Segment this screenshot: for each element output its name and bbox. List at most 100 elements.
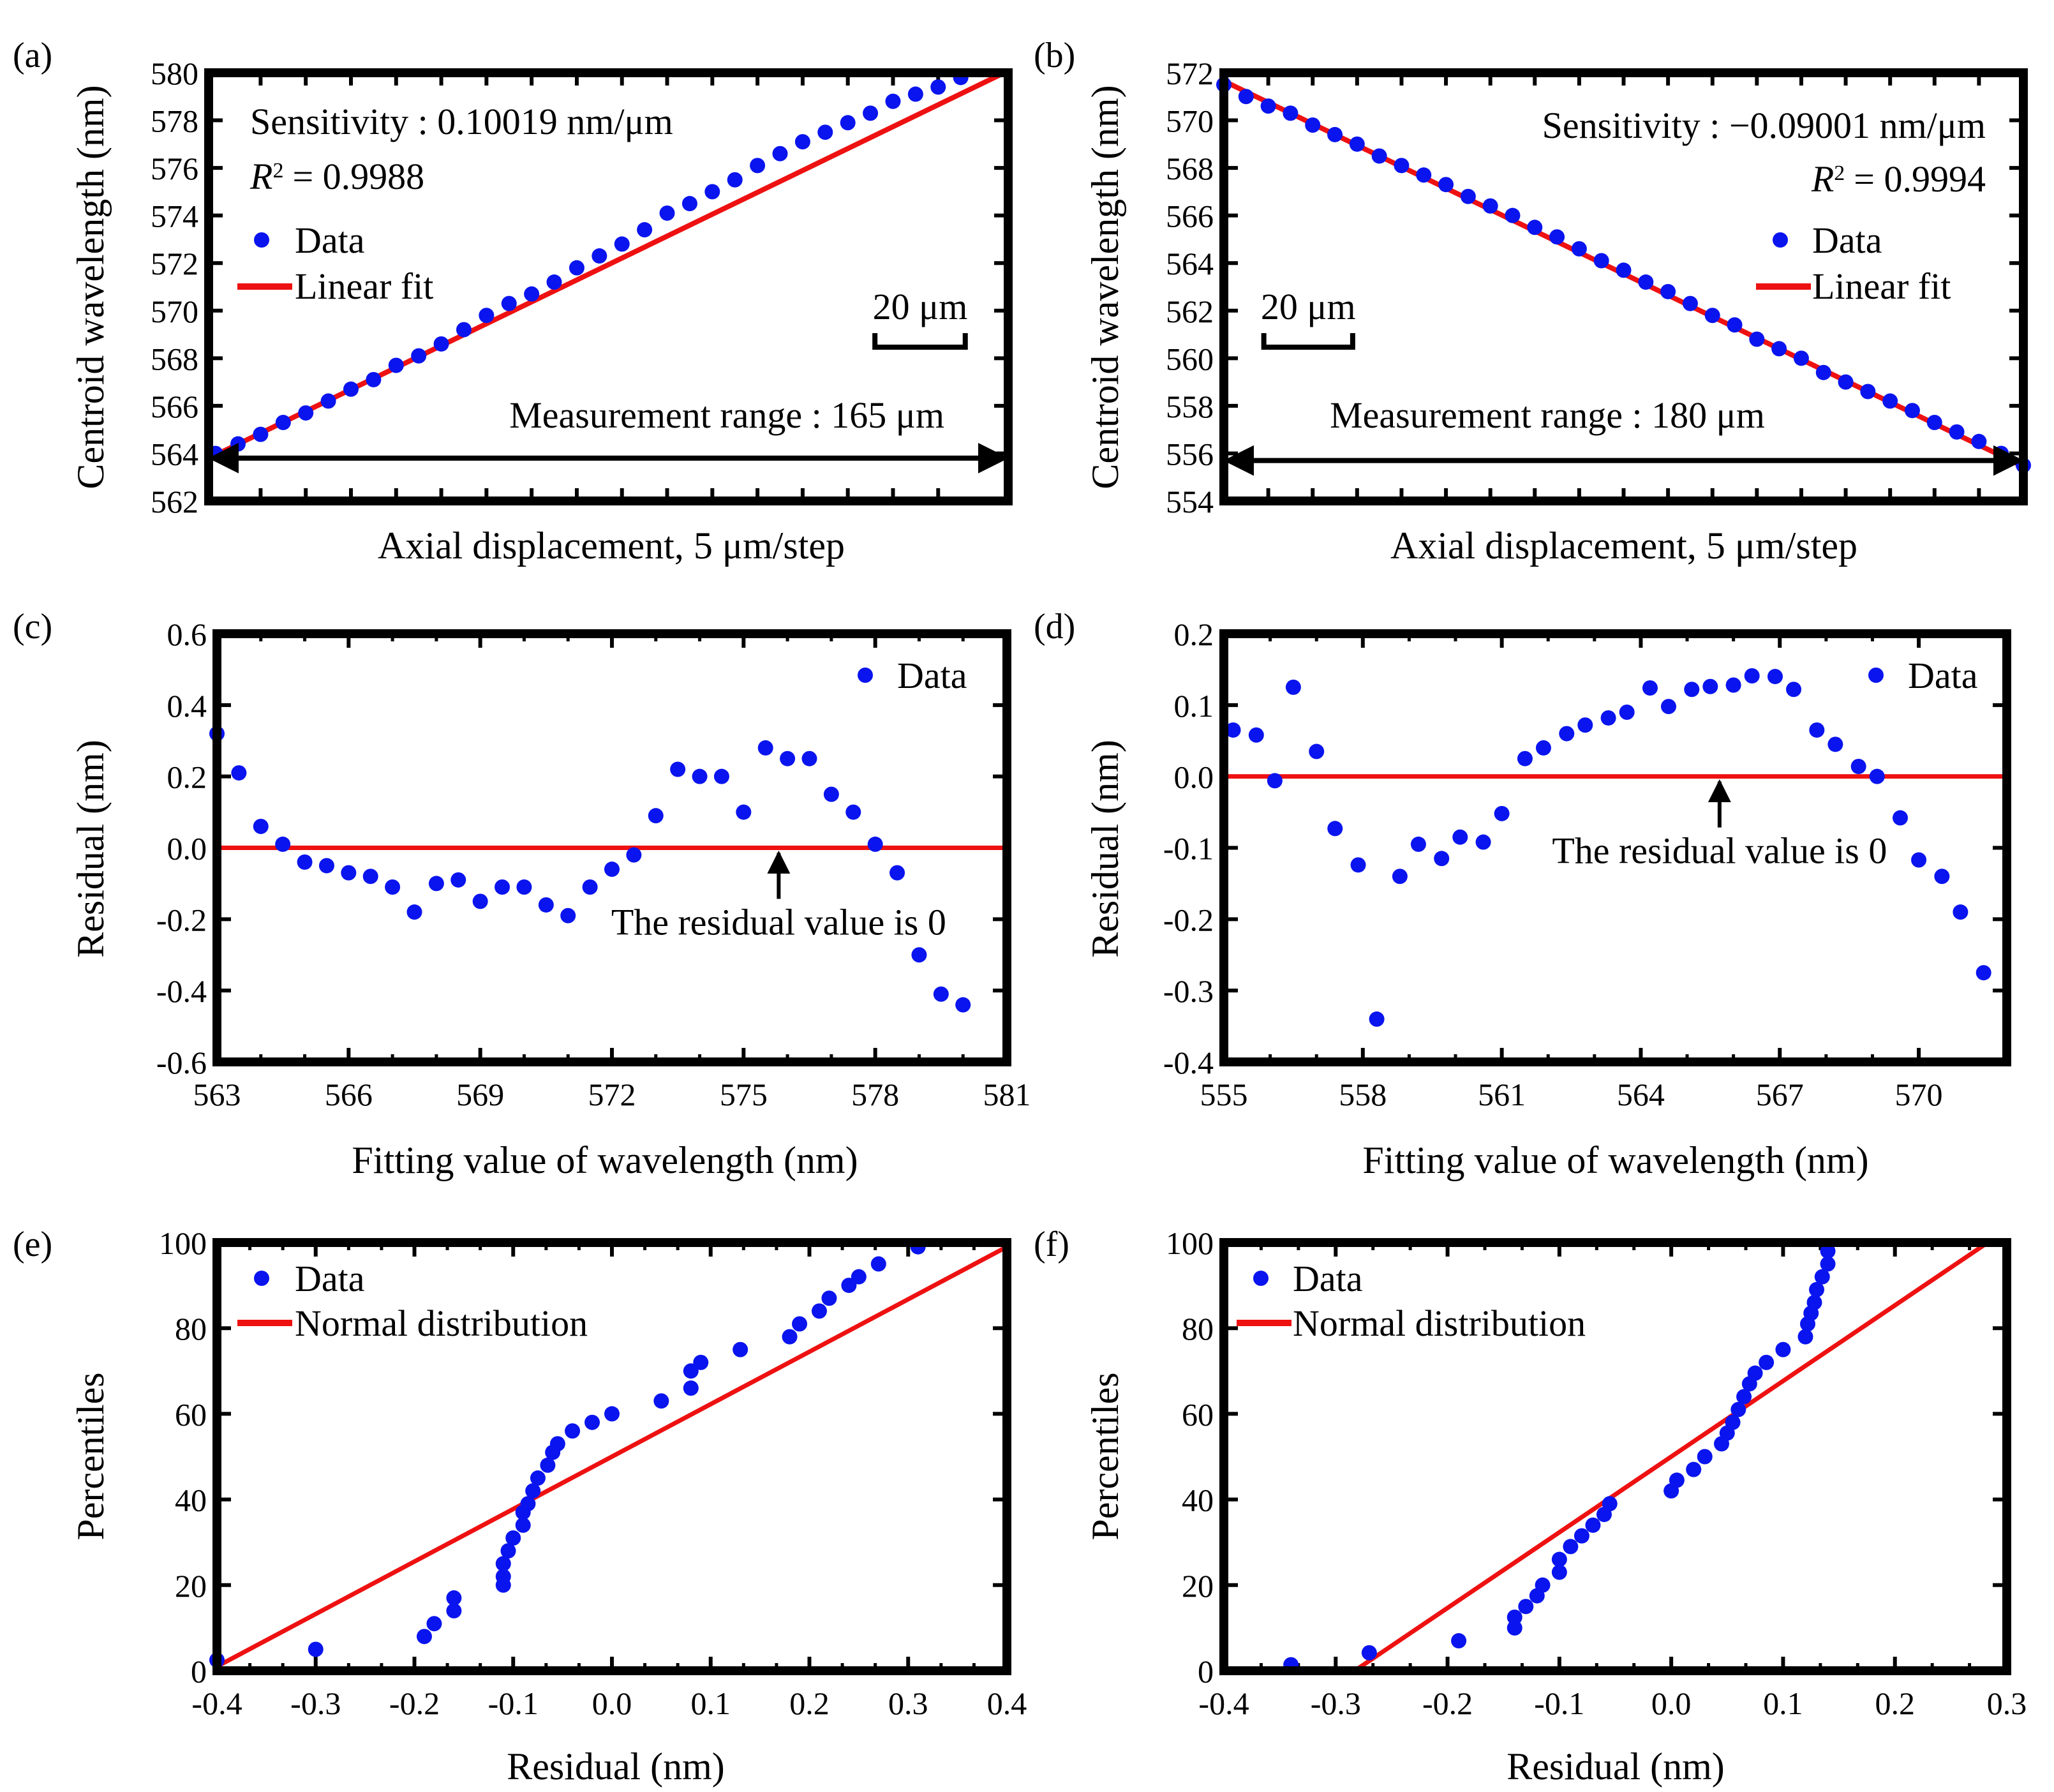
plot-frame-e	[212, 1238, 1011, 1675]
data-point	[1482, 198, 1498, 214]
x-tick-label: -0.4	[1198, 1685, 1249, 1721]
y-tick-label: 578	[151, 103, 198, 139]
data-point	[1283, 105, 1299, 121]
legend-marker-data	[254, 1271, 269, 1286]
legend-label-data: Data	[295, 220, 365, 261]
data-point	[1725, 1414, 1741, 1430]
y-tick-label: -0.6	[156, 1045, 207, 1080]
data-point	[320, 393, 336, 409]
data-point	[1349, 136, 1365, 152]
data-point	[1438, 177, 1454, 193]
data-point	[1593, 253, 1609, 269]
data-point	[343, 381, 359, 397]
scale-bar-label: 20 μm	[1261, 286, 1356, 327]
data-point	[1775, 1341, 1791, 1357]
y-tick-label: -0.1	[1163, 831, 1214, 867]
data-point	[870, 1256, 886, 1272]
data-point	[792, 1316, 808, 1332]
data-point	[406, 904, 422, 920]
x-tick-label: 572	[588, 1077, 636, 1112]
x-tick-label: 567	[1756, 1077, 1804, 1112]
data-point	[1238, 89, 1254, 105]
data-point	[1574, 1528, 1589, 1544]
x-tick-label: 0.1	[1763, 1685, 1803, 1721]
data-point	[1684, 682, 1700, 698]
data-point	[1285, 679, 1301, 695]
data-point	[388, 357, 404, 373]
x-tick-label: 0.2	[1875, 1685, 1915, 1721]
data-point	[505, 1530, 521, 1546]
axis-ticks-c: -0.6 -0.4 -0.2 0.0 0.2 0.4 0.6 563 566 569 572 575 5…	[156, 616, 1031, 1112]
data-point	[750, 158, 766, 174]
data-point	[1759, 1354, 1775, 1370]
x-tick-label: 0.4	[987, 1685, 1027, 1721]
data-point	[1577, 717, 1593, 733]
normal-distribution-line	[1353, 1241, 1990, 1673]
data-points-d	[1225, 668, 1991, 1027]
data-point	[801, 750, 817, 766]
zero-note-label: The residual value is 0	[1552, 830, 1887, 872]
data-point	[648, 808, 664, 824]
data-point	[1786, 682, 1802, 698]
data-point	[683, 1363, 699, 1379]
data-point	[1893, 810, 1909, 826]
data-point	[318, 858, 334, 874]
y-tick-label: -0.4	[156, 973, 207, 1009]
panel-e: (e) 0 20 40 60 80 100 -0.4 -0.3 -0.2 -0.1 0.0 0.1 0.…	[13, 1225, 1027, 1788]
data-point	[727, 172, 743, 188]
data-point	[1869, 768, 1885, 784]
data-point	[1267, 773, 1283, 789]
data-point	[659, 205, 675, 221]
x-axis-label-d: Fitting value of wavelength (nm)	[1362, 1139, 1868, 1181]
data-point	[1369, 1011, 1385, 1027]
y-tick-label: 566	[1166, 198, 1214, 234]
data-point	[1727, 317, 1743, 333]
y-tick-label: 564	[151, 436, 198, 472]
data-point	[366, 371, 382, 387]
legend-c: Data	[858, 655, 967, 696]
x-tick-label: 558	[1339, 1077, 1387, 1112]
legend-marker-data	[858, 668, 873, 683]
data-point	[1860, 384, 1876, 399]
data-point	[253, 426, 269, 442]
x-tick-label: 569	[456, 1077, 504, 1112]
panel-label-c: (c)	[13, 607, 52, 646]
data-point	[1809, 722, 1825, 738]
data-point	[604, 862, 620, 877]
y-tick-label: 0.6	[167, 616, 207, 652]
data-point	[930, 79, 946, 95]
legend-label-data: Data	[1812, 220, 1882, 261]
data-point	[1535, 740, 1551, 756]
y-tick-label: 0.0	[167, 831, 207, 867]
plot-frame-a	[204, 68, 1013, 505]
data-point	[479, 308, 495, 324]
plot-frame-b	[1219, 68, 2028, 505]
data-point	[569, 260, 584, 276]
data-point	[911, 947, 927, 963]
data-point	[516, 879, 532, 895]
legend-d: Data	[1868, 655, 1978, 696]
data-point	[1814, 1269, 1830, 1285]
data-point	[863, 105, 879, 121]
x-tick-label: -0.1	[488, 1685, 539, 1721]
data-point	[584, 1414, 600, 1430]
y-tick-label: 0.4	[167, 688, 207, 724]
plot-frame-c	[212, 629, 1011, 1066]
zero-note-label: The residual value is 0	[611, 902, 946, 943]
data-point	[757, 740, 773, 756]
x-tick-label: -0.3	[1311, 1685, 1361, 1721]
data-point	[1517, 750, 1533, 766]
data-point	[1838, 374, 1854, 390]
y-axis-label-e: Percentiles	[70, 1372, 112, 1540]
data-point	[525, 1483, 541, 1499]
data-point	[275, 836, 291, 852]
data-point	[1911, 852, 1927, 868]
data-point	[1309, 743, 1325, 759]
y-tick-label: -0.2	[1163, 902, 1214, 937]
data-point	[1507, 1620, 1522, 1636]
legend-label-normal: Normal distribution	[295, 1303, 588, 1344]
x-tick-label: -0.4	[191, 1685, 242, 1721]
y-tick-label: 568	[1166, 151, 1214, 186]
y-tick-label: 20	[1182, 1568, 1214, 1604]
data-point	[626, 847, 642, 863]
